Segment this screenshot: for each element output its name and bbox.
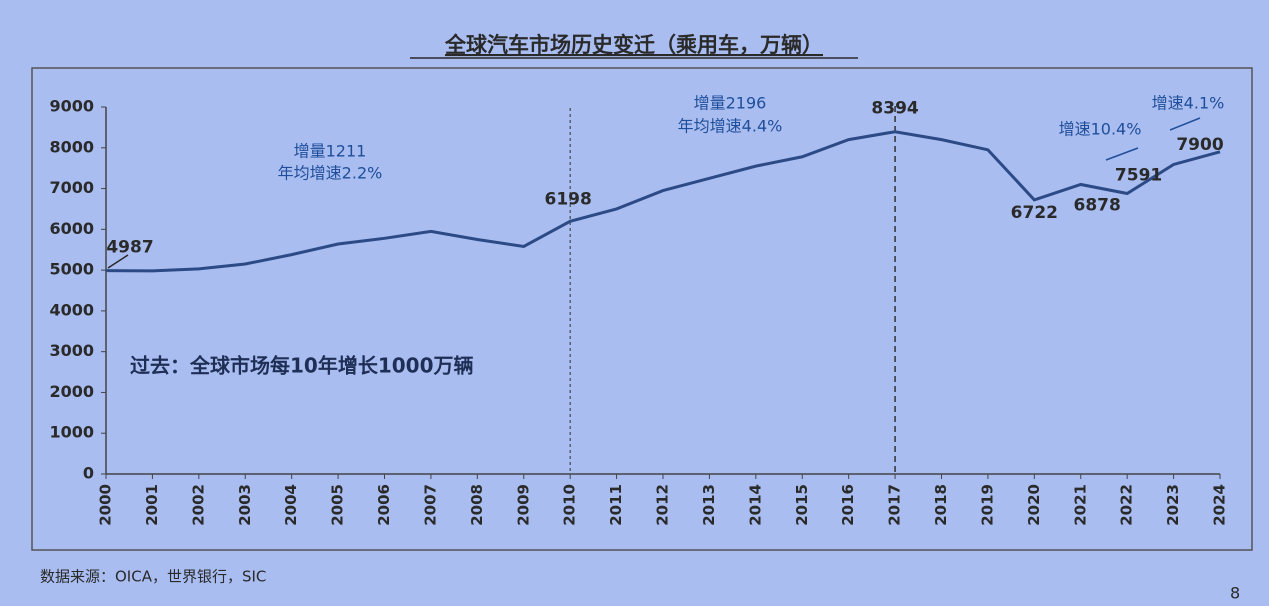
y-tick-label: 0 [83,464,94,483]
x-tick-label: 2004 [282,484,300,526]
x-tick-label: 2005 [329,484,347,526]
data-label: 4987 [106,238,153,258]
arrow [1169,117,1201,131]
arrow [1105,147,1139,161]
x-tick-label: 2020 [1025,484,1043,526]
page-number: 8 [1230,584,1240,603]
annotation: 年均增速2.2% [278,164,383,183]
x-tick-label: 2022 [1118,484,1136,526]
y-tick-label: 3000 [49,341,94,360]
annotation: 增速4.1% [1152,94,1225,113]
annotation-arrows [107,117,1201,269]
y-tick-label: 4000 [49,300,94,319]
x-tick-label: 2014 [746,484,764,526]
chart-frame [31,67,1253,551]
x-tick-label: 2013 [700,484,718,526]
x-tick-label: 2007 [421,484,439,526]
x-tick-label: 2000 [97,484,115,526]
y-tick-label: 6000 [49,219,94,238]
x-tick-label: 2012 [654,484,672,526]
label-leader [107,254,129,269]
chart-title: 全球汽车市场历史变迁（乘用车，万辆） [444,33,823,57]
x-tick-label: 2017 [886,484,904,526]
x-tick-label: 2001 [143,484,161,526]
x-tick-label: 2006 [375,484,393,526]
data-label: 6878 [1074,196,1121,216]
y-tick-label: 1000 [49,423,94,442]
data-label: 6198 [545,189,592,209]
annotation: 增量1211 [294,142,367,161]
y-tick-label: 8000 [49,137,94,156]
annotation: 增速10.4% [1059,120,1142,139]
x-tick-label: 2010 [561,484,579,526]
x-tick-label: 2019 [978,484,996,526]
x-tick-label: 2015 [793,484,811,526]
annotation: 过去：全球市场每10年增长1000万辆 [130,354,474,378]
x-tick-label: 2003 [236,484,254,526]
x-tick-label: 2024 [1211,484,1229,526]
x-tick-label: 2016 [839,484,857,526]
data-label: 8394 [871,99,918,119]
y-tick-label: 2000 [49,382,94,401]
data-label: 6722 [1011,203,1058,223]
data-line [105,130,1221,273]
annotation: 增量2196 [694,94,767,113]
x-tick-label: 2011 [607,484,625,526]
x-tick-label: 2002 [189,484,207,526]
y-tick-label: 5000 [49,260,94,279]
data-label: 7900 [1176,135,1223,155]
annotation: 年均增速4.4% [678,117,783,136]
x-tick-label: 2021 [1071,484,1089,526]
x-tick-label: 2009 [514,484,532,526]
y-tick-label: 7000 [49,178,94,197]
x-tick-label: 2008 [468,484,486,526]
data-label: 7591 [1115,165,1162,185]
x-tick-label: 2023 [1164,484,1182,526]
x-tick-label: 2018 [932,484,950,526]
y-tick-label: 9000 [49,97,94,116]
source-note: 数据来源：OICA，世界银行，SIC [40,568,266,586]
